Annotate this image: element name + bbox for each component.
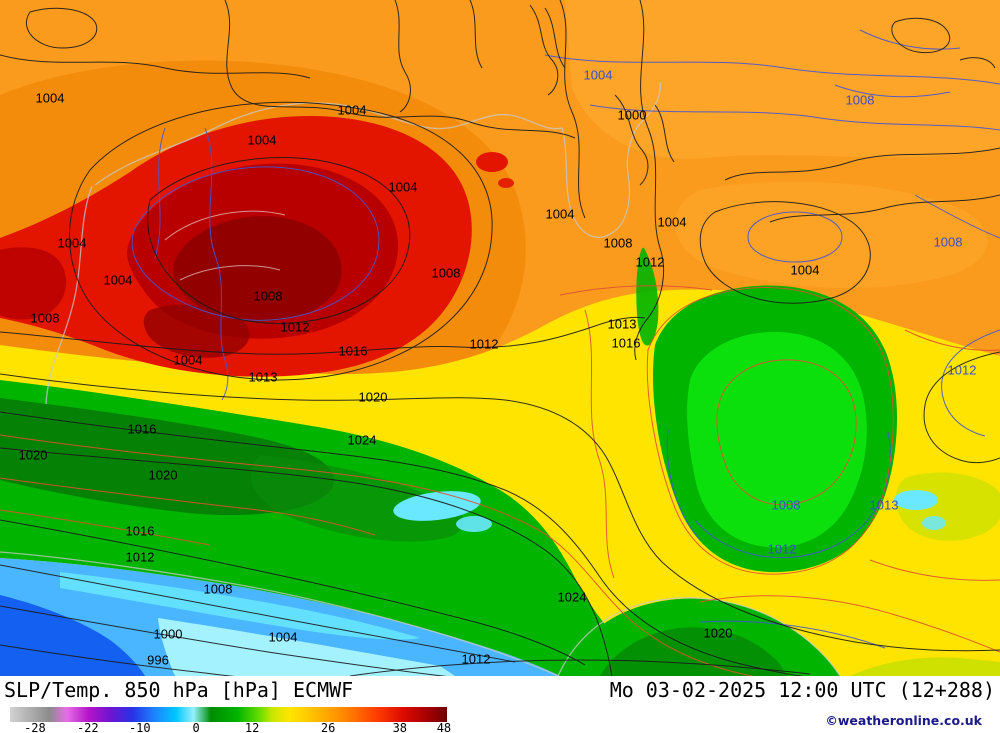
colorbar-tick-label: 26 [320,721,336,733]
isobar-contours-black [0,0,1000,676]
isotherm-contours-blue [131,29,1000,649]
temperature-fill-regions [0,0,1000,676]
map-datetime: Mo 03-02-2025 12:00 UTC (12+288) [609,678,995,702]
title-bar: SLP/Temp. 850 hPa [hPa] ECMWF Mo 03-02-2… [0,678,1000,702]
coastlines [0,81,841,676]
copyright-link[interactable]: ©weatheronline.co.uk [825,713,982,728]
map-canvas [0,0,1000,676]
map-title: SLP/Temp. 850 hPa [hPa] ECMWF [4,678,354,702]
colorbar-tick-label: 12 [244,721,260,733]
colorbar-tick-label: 0 [192,721,200,733]
colorbar-ticks: -28 -22 -10 0 12 26 38 48 [10,721,451,733]
colorbar-tick-label: -22 [76,721,99,733]
footer-bar: SLP/Temp. 850 hPa [hPa] ECMWF Mo 03-02-2… [0,676,1000,733]
isotherm-contours-red [0,285,1000,676]
temperature-colorbar [10,707,447,722]
contours-white [164,210,286,281]
weather-map: 1004 1004 1004 1004 1004 1004 1000 1008 1004 1004… [0,0,1000,676]
colorbar-tick-label: 48 [436,721,452,733]
colorbar-tick-label: -10 [128,721,151,733]
colorbar-tick-label: 38 [392,721,408,733]
colorbar-tick-label: -28 [24,721,46,733]
